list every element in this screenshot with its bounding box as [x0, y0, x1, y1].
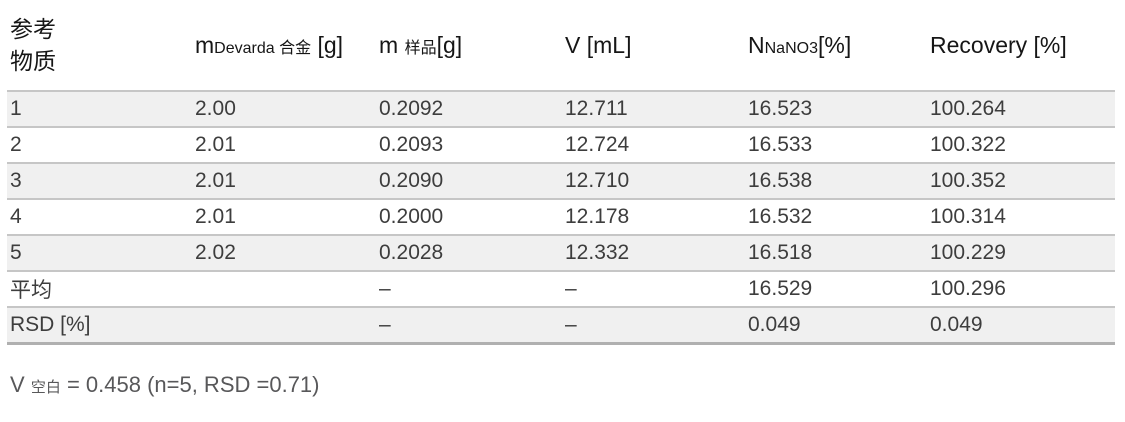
table-cell: 12.711	[565, 97, 628, 120]
col-header-volume: V [mL]	[565, 32, 632, 58]
table-cell: 3	[10, 169, 22, 192]
table-cell	[192, 271, 376, 307]
table-row: 3 2.01 0.2090 12.710 16.538 100.352	[7, 163, 1115, 199]
header-symbol: m	[195, 32, 215, 58]
table-cell: 2.02	[195, 241, 236, 264]
table-cell: 100.322	[930, 133, 1006, 156]
header-subscript: 样品	[404, 40, 437, 57]
blank-volume-footnote: V 空白 = 0.458 (n=5, RSD =0.71)	[10, 372, 1125, 398]
table-row-mean: 平均 – – 16.529 100.296	[7, 271, 1115, 307]
header-subscript: NaNO3	[764, 40, 818, 57]
table-cell: 100.352	[930, 169, 1006, 192]
table-cell: 0.2028	[379, 241, 444, 264]
table-row: 2 2.01 0.2093 12.724 16.533 100.322	[7, 127, 1115, 163]
table-cell: 2.00	[195, 97, 236, 120]
col-header-m-devarda-alloy: mDevarda 合金 [g]	[192, 0, 376, 91]
table-cell	[192, 307, 376, 343]
table-cell: 0.049	[930, 312, 983, 336]
table-cell: 100.314	[930, 205, 1006, 228]
table-row: 4 2.01 0.2000 12.178 16.532 100.314	[7, 199, 1115, 235]
table-cell: 12.332	[565, 241, 630, 264]
footnote-symbol: V	[10, 371, 25, 397]
table-cell: RSD [%]	[10, 312, 91, 336]
table-row-rsd: RSD [%] – – 0.049 0.049	[7, 307, 1115, 343]
col-header-m-sample: m 样品[g]	[376, 0, 562, 91]
table-cell: 100.296	[930, 277, 1006, 300]
table-cell: 0.2000	[379, 205, 444, 228]
table-cell: 12.178	[565, 205, 630, 228]
table-cell: 16.518	[748, 241, 813, 264]
table-row: 5 2.02 0.2028 12.332 16.518 100.229	[7, 235, 1115, 271]
table-body: 1 2.00 0.2092 12.711 16.523 100.264 2 2.…	[7, 91, 1115, 343]
col-header-reference-material: 参考 物质	[7, 0, 192, 91]
table-cell: 0.049	[748, 312, 801, 336]
header-unit: [g]	[436, 32, 463, 58]
table-cell: 2.01	[195, 169, 236, 192]
table-cell: 2.01	[195, 205, 236, 228]
table-cell: 16.523	[748, 97, 813, 120]
table-cell: 12.724	[565, 133, 630, 156]
table-cell: 2.01	[195, 133, 236, 156]
footnote-text: = 0.458 (n=5, RSD =0.71)	[60, 371, 320, 397]
header-symbol: m	[379, 32, 405, 58]
table-cell: 0.2090	[379, 169, 444, 192]
header-line: 物质	[10, 48, 56, 74]
table-cell: 100.264	[930, 97, 1006, 120]
table-cell: –	[565, 277, 577, 300]
header-subscript: Devarda 合金	[214, 40, 312, 57]
table-cell: –	[565, 312, 577, 336]
table-cell: 16.533	[748, 133, 813, 156]
header-unit: [%]	[817, 32, 852, 58]
table-cell: 5	[10, 241, 22, 264]
table-cell: –	[379, 277, 391, 300]
header-row: 参考 物质 mDevarda 合金 [g] m 样品[g] V [mL] NNa…	[7, 0, 1115, 91]
footnote-subscript: 空白	[30, 378, 61, 396]
table-row: 1 2.00 0.2092 12.711 16.523 100.264	[7, 91, 1115, 127]
table-cell: 4	[10, 205, 22, 228]
header-line: 参考	[10, 16, 56, 42]
col-header-n-nano3: NNaNO3[%]	[745, 0, 927, 91]
table-cell: 16.529	[748, 277, 813, 300]
table-cell: 0.2092	[379, 97, 444, 120]
table-cell: 100.229	[930, 241, 1006, 264]
table-header: 参考 物质 mDevarda 合金 [g] m 样品[g] V [mL] NNa…	[7, 0, 1115, 91]
table-cell: 0.2093	[379, 133, 444, 156]
table-cell: 16.538	[748, 169, 813, 192]
table-cell: –	[379, 312, 391, 336]
col-header-recovery: Recovery [%]	[930, 32, 1067, 58]
table-cell: 平均	[10, 279, 52, 302]
table-cell: 12.710	[565, 169, 630, 192]
recovery-results-table: 参考 物质 mDevarda 合金 [g] m 样品[g] V [mL] NNa…	[7, 0, 1115, 345]
table-cell: 1	[10, 97, 22, 120]
table-cell: 2	[10, 133, 22, 156]
header-unit: [g]	[311, 32, 344, 58]
table-cell: 16.532	[748, 205, 813, 228]
header-symbol: N	[748, 32, 765, 58]
